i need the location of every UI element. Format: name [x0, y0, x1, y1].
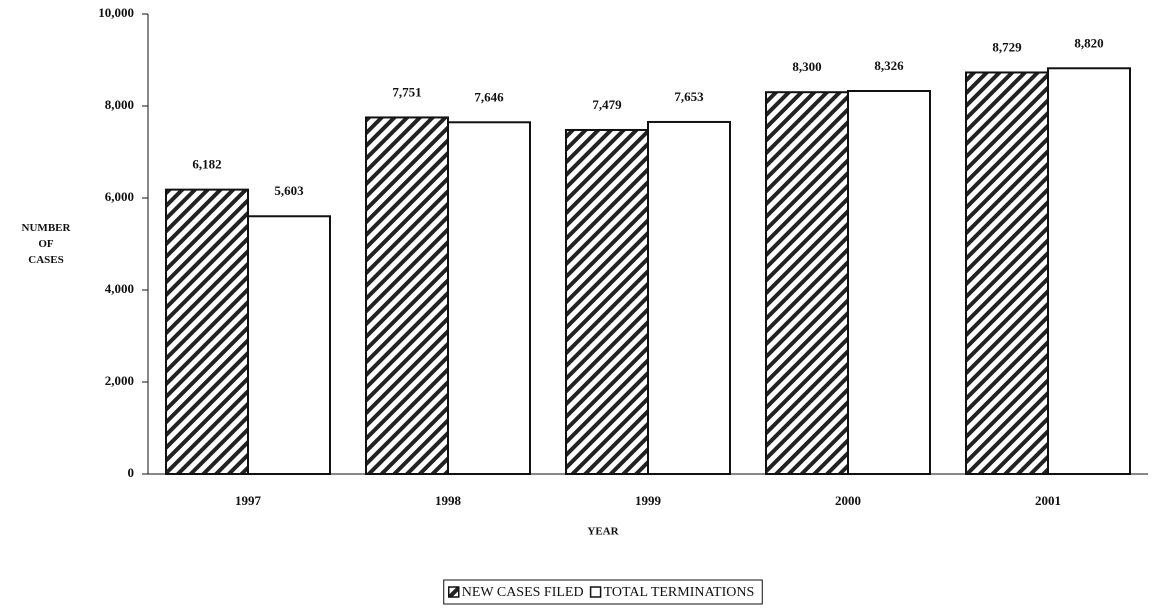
x-tick-label: 1998 [435, 493, 462, 508]
bar [765, 91, 849, 475]
x-tick-label: 1997 [235, 493, 262, 508]
bar [565, 128, 649, 475]
legend-label: NEW CASES FILED [462, 585, 584, 600]
bar [965, 71, 1049, 475]
legend-swatch [589, 586, 602, 598]
x-axis-label: YEAR [587, 526, 619, 538]
bar [647, 120, 731, 475]
value-label: 8,300 [792, 59, 821, 74]
value-label: 5,603 [274, 183, 304, 198]
x-tick-label: 2000 [835, 493, 861, 508]
legend: NEW CASES FILED TOTAL TERMINATIONS [443, 579, 763, 605]
value-label: 7,653 [674, 89, 704, 104]
bar [847, 90, 931, 475]
legend-swatch [447, 586, 460, 598]
value-label: 8,729 [992, 39, 1022, 54]
value-label: 6,182 [192, 157, 221, 172]
legend-box [443, 579, 763, 605]
bar [365, 116, 449, 475]
bar [247, 215, 331, 475]
y-tick-label: 8,000 [105, 97, 134, 112]
legend-label: TOTAL TERMINATIONS [604, 585, 755, 600]
value-label: 7,479 [592, 97, 622, 112]
y-tick-label: 0 [128, 465, 135, 480]
x-tick-label: 1999 [635, 493, 662, 508]
y-tick-label: 10,000 [98, 5, 134, 20]
value-label: 8,326 [874, 58, 904, 73]
bar [165, 188, 249, 476]
y-axis-label: NUMBER OF CASES [22, 222, 72, 266]
value-label: 8,820 [1074, 35, 1103, 50]
y-tick-label: 2,000 [105, 373, 134, 388]
x-tick-label: 2001 [1035, 493, 1061, 508]
value-label: 7,751 [392, 84, 421, 99]
bar [1047, 67, 1131, 475]
y-tick-label: 4,000 [105, 281, 134, 296]
y-tick-label: 6,000 [105, 189, 134, 204]
value-label: 7,646 [474, 89, 504, 104]
bar [447, 121, 531, 475]
